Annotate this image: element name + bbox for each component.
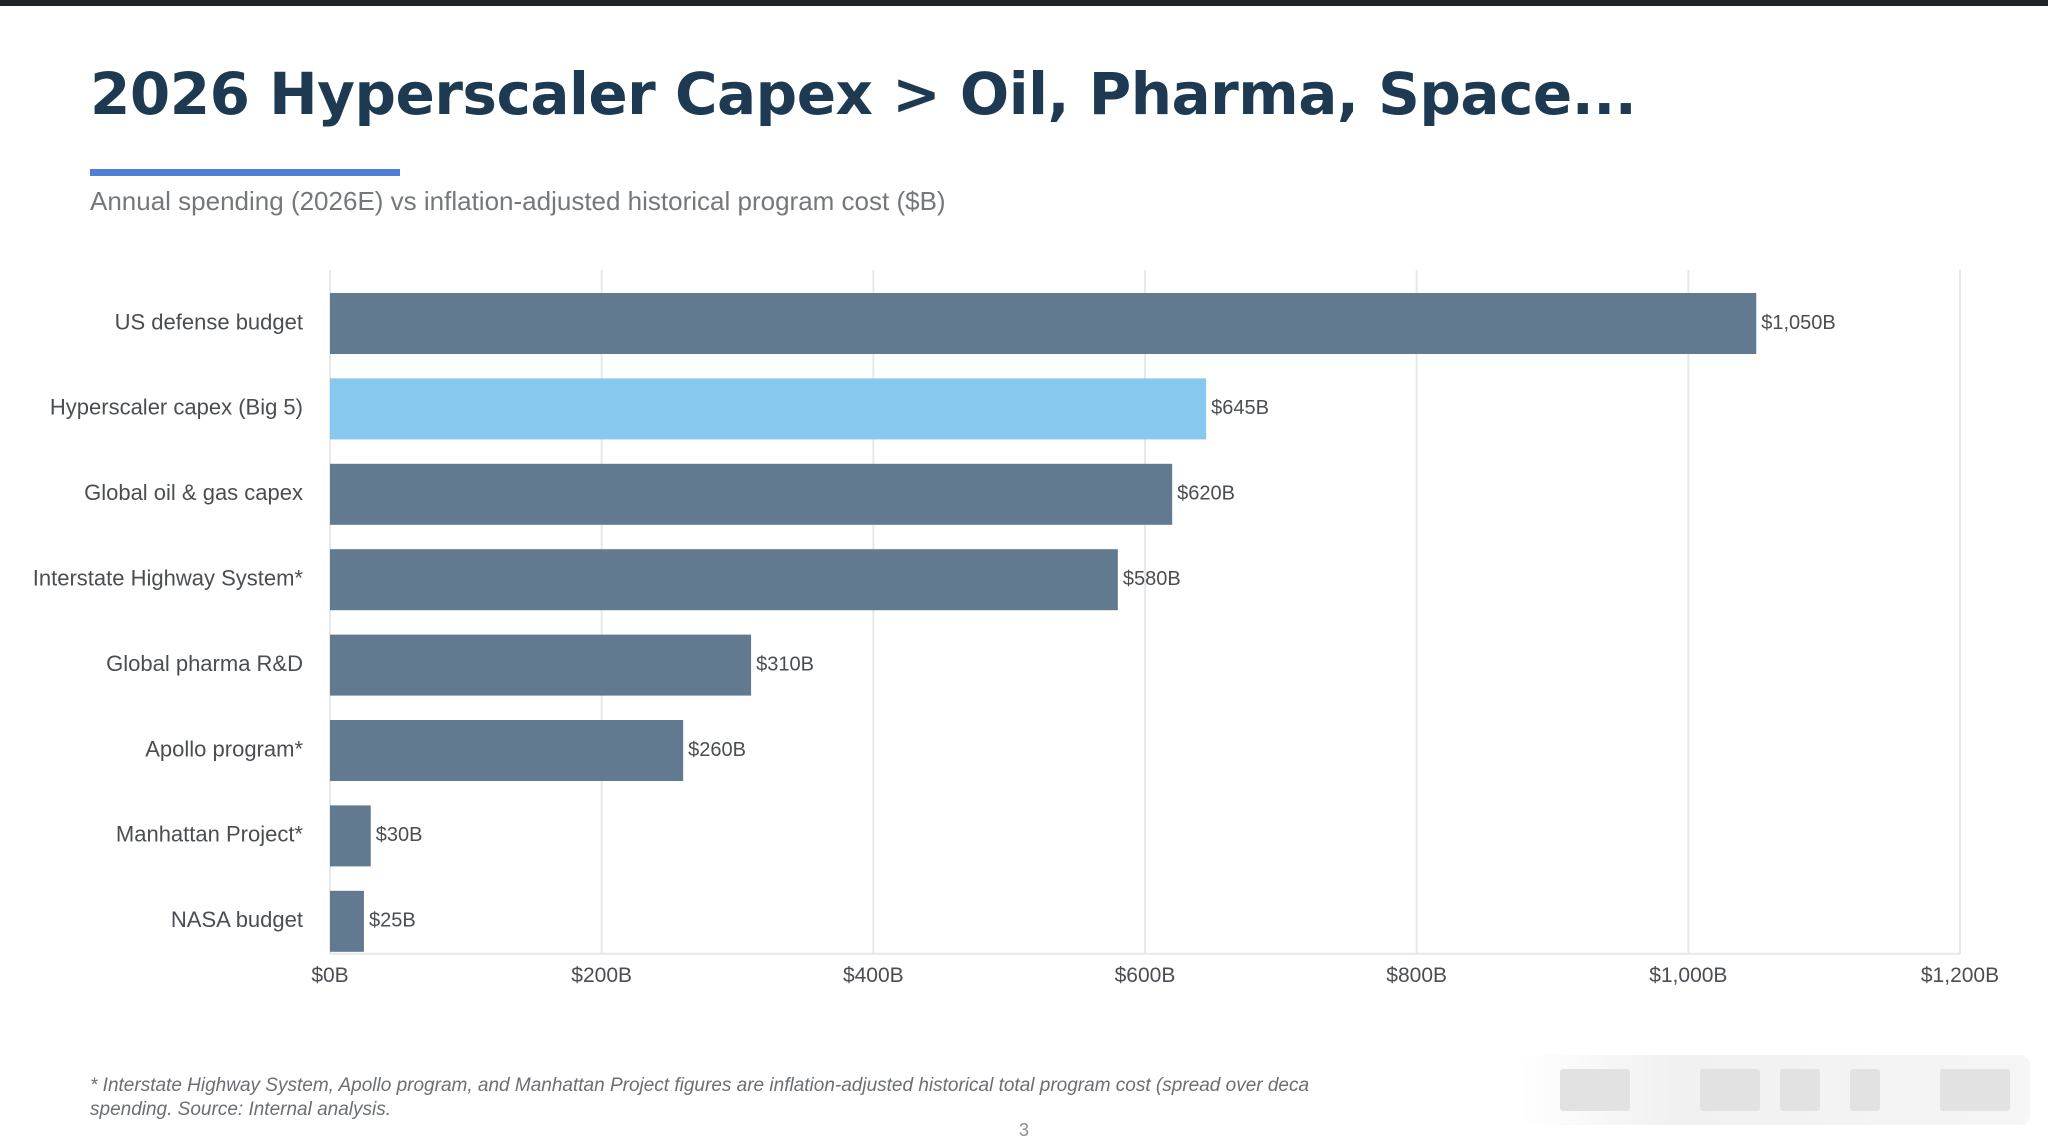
value-label-3: $580B	[1123, 568, 1181, 590]
top-rule	[0, 0, 2048, 6]
category-label-6: Manhattan Project*	[116, 822, 304, 847]
value-label-0: $1,050B	[1761, 312, 1836, 334]
category-label-2: Global oil & gas capex	[84, 480, 303, 505]
bar-chart: US defense budget $1,050B Hyperscaler cape…	[33, 270, 1999, 987]
value-label-7: $25B	[369, 910, 416, 932]
category-label-3: Interstate Highway System*	[33, 566, 304, 591]
x-tick-label-6: $1,200B	[1921, 964, 1999, 987]
value-label-4: $310B	[756, 653, 814, 675]
bar-7	[330, 890, 364, 952]
x-tick-label-3: $600B	[1115, 964, 1176, 987]
bar-3	[330, 549, 1118, 611]
slide-title: 2026 Hyperscaler Capex > Oil, Pharma, Sp…	[90, 60, 1637, 128]
bar-5	[330, 720, 684, 781]
page-number: 3	[1018, 1120, 1029, 1140]
x-tick-label-5: $1,000B	[1649, 964, 1727, 987]
x-tick-label-4: $800B	[1386, 964, 1447, 987]
value-label-5: $260B	[688, 739, 746, 761]
bar-2	[330, 463, 1173, 525]
footnote-line-2: spending. Source: Internal analysis.	[90, 1099, 392, 1120]
footnote-line-1: * Interstate Highway System, Apollo prog…	[90, 1075, 1310, 1096]
x-tick-label-0: $0B	[311, 964, 348, 987]
value-label-2: $620B	[1177, 483, 1235, 505]
value-label-1: $645B	[1211, 397, 1269, 419]
bar-4	[330, 634, 752, 696]
category-label-4: Global pharma R&D	[106, 651, 303, 676]
x-tick-label-2: $400B	[843, 964, 904, 987]
bar-6	[330, 805, 371, 867]
category-label-7: NASA budget	[171, 907, 303, 932]
footnote: * Interstate Highway System, Apollo prog…	[90, 1074, 1530, 1122]
bar-0	[330, 293, 1757, 354]
category-label-1: Hyperscaler capex (Big 5)	[50, 395, 303, 420]
watermark-overlay	[1520, 1055, 2030, 1125]
x-tick-label-1: $200B	[571, 964, 632, 987]
category-label-0: US defense budget	[115, 309, 303, 334]
category-label-5: Apollo program*	[145, 736, 303, 761]
bar-1	[330, 378, 1207, 440]
title-accent-bar	[90, 169, 400, 176]
slide-subtitle: Annual spending (2026E) vs inflation-adj…	[90, 186, 946, 216]
value-label-6: $30B	[376, 824, 423, 846]
